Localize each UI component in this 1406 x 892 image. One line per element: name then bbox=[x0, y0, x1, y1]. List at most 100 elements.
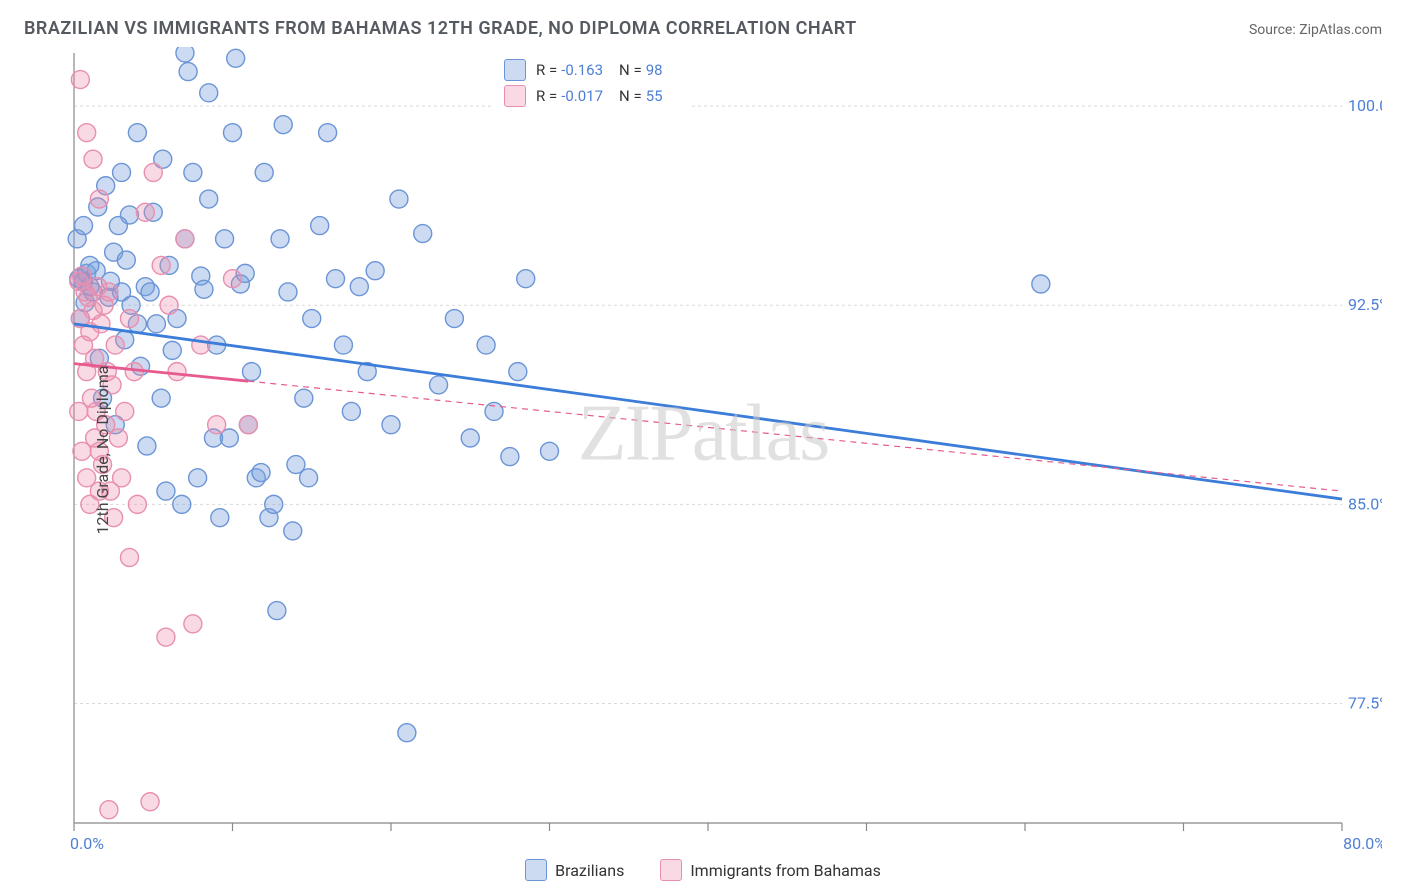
legend-swatch bbox=[525, 859, 547, 881]
scatter-point bbox=[398, 724, 416, 742]
scatter-point bbox=[120, 548, 138, 566]
scatter-point bbox=[152, 256, 170, 274]
scatter-point bbox=[195, 280, 213, 298]
scatter-point bbox=[216, 230, 234, 248]
scatter-point bbox=[176, 47, 194, 62]
scatter-point bbox=[184, 163, 202, 181]
scatter-point bbox=[509, 363, 527, 381]
scatter-point bbox=[224, 270, 242, 288]
legend-swatch bbox=[504, 59, 526, 81]
scatter-point bbox=[224, 124, 242, 142]
scatter-point bbox=[176, 230, 194, 248]
scatter-point bbox=[163, 341, 181, 359]
scatter-point bbox=[138, 437, 156, 455]
scatter-point bbox=[100, 283, 118, 301]
scatter-point bbox=[75, 217, 93, 235]
x-axis-min-label: 0.0% bbox=[70, 834, 104, 853]
scatter-point bbox=[144, 163, 162, 181]
scatter-point bbox=[117, 251, 135, 269]
scatter-point bbox=[477, 336, 495, 354]
y-axis-label: 12th Grade, No Diploma bbox=[93, 366, 112, 535]
scatter-point bbox=[90, 190, 108, 208]
scatter-point bbox=[319, 124, 337, 142]
scatter-point bbox=[265, 495, 283, 513]
legend-swatch bbox=[504, 85, 526, 107]
scatter-point bbox=[157, 482, 175, 500]
scatter-point bbox=[78, 124, 96, 142]
scatter-point bbox=[73, 267, 91, 285]
y-tick-label: 100.0% bbox=[1348, 96, 1382, 115]
scatter-point bbox=[141, 793, 159, 811]
legend-stat-row: R =-0.163N =98 bbox=[504, 59, 679, 81]
scatter-point bbox=[271, 230, 289, 248]
chart-svg: 77.5%85.0%92.5%100.0%0.0%80.0% bbox=[24, 47, 1382, 853]
scatter-point bbox=[279, 283, 297, 301]
scatter-point bbox=[70, 402, 88, 420]
scatter-point bbox=[327, 270, 345, 288]
scatter-point bbox=[445, 310, 463, 328]
scatter-point bbox=[84, 150, 102, 168]
legend-stat-row: R =-0.017N =55 bbox=[504, 85, 679, 107]
scatter-point bbox=[1032, 275, 1050, 293]
chart-title: BRAZILIAN VS IMMIGRANTS FROM BAHAMAS 12T… bbox=[24, 18, 857, 39]
scatter-point bbox=[255, 163, 273, 181]
series-legend: Brazilians Immigrants from Bahamas bbox=[0, 859, 1406, 881]
source-label: Source: bbox=[1249, 22, 1296, 38]
legend-swatch bbox=[660, 859, 682, 881]
scatter-point bbox=[211, 509, 229, 527]
scatter-point bbox=[414, 225, 432, 243]
scatter-point bbox=[71, 71, 89, 89]
scatter-point bbox=[284, 522, 302, 540]
scatter-point bbox=[239, 416, 257, 434]
scatter-point bbox=[517, 270, 535, 288]
scatter-point bbox=[120, 310, 138, 328]
scatter-point bbox=[152, 389, 170, 407]
y-tick-label: 85.0% bbox=[1348, 494, 1382, 513]
legend-stats-text: R =-0.017N =55 bbox=[536, 87, 679, 105]
scatter-point bbox=[92, 315, 110, 333]
scatter-point bbox=[295, 389, 313, 407]
scatter-point bbox=[268, 602, 286, 620]
scatter-point bbox=[350, 278, 368, 296]
scatter-point bbox=[128, 495, 146, 513]
scatter-point bbox=[168, 363, 186, 381]
series-legend-item: Brazilians bbox=[525, 859, 624, 881]
scatter-point bbox=[184, 615, 202, 633]
scatter-point bbox=[192, 336, 210, 354]
chart-area: 12th Grade, No Diploma ZIPatlas 77.5%85.… bbox=[24, 47, 1382, 853]
scatter-point bbox=[252, 464, 270, 482]
scatter-point bbox=[200, 190, 218, 208]
scatter-point bbox=[390, 190, 408, 208]
legend-stats-text: R =-0.163N =98 bbox=[536, 61, 679, 79]
series-legend-label: Brazilians bbox=[555, 861, 624, 880]
scatter-point bbox=[461, 429, 479, 447]
scatter-point bbox=[189, 469, 207, 487]
scatter-point bbox=[342, 402, 360, 420]
scatter-point bbox=[501, 448, 519, 466]
scatter-point bbox=[179, 63, 197, 81]
scatter-point bbox=[173, 495, 191, 513]
scatter-point bbox=[541, 442, 559, 460]
scatter-point bbox=[128, 124, 146, 142]
scatter-point bbox=[147, 315, 165, 333]
source-attribution: Source: ZipAtlas.com bbox=[1249, 22, 1382, 38]
scatter-point bbox=[109, 429, 127, 447]
scatter-point bbox=[243, 363, 261, 381]
correlation-legend: R =-0.163N =98 R =-0.017N =55 bbox=[494, 55, 689, 111]
scatter-point bbox=[274, 116, 292, 134]
series-legend-item: Immigrants from Bahamas bbox=[660, 859, 881, 881]
scatter-point bbox=[334, 336, 352, 354]
trend-line-extrapolated bbox=[248, 381, 1342, 491]
scatter-point bbox=[208, 416, 226, 434]
scatter-point bbox=[430, 376, 448, 394]
scatter-point bbox=[200, 84, 218, 102]
scatter-point bbox=[113, 163, 131, 181]
scatter-point bbox=[141, 283, 159, 301]
scatter-point bbox=[227, 49, 245, 67]
scatter-point bbox=[303, 310, 321, 328]
scatter-point bbox=[109, 217, 127, 235]
y-tick-label: 92.5% bbox=[1348, 295, 1382, 314]
scatter-point bbox=[100, 801, 118, 819]
source-name: ZipAtlas.com bbox=[1299, 22, 1382, 38]
scatter-point bbox=[116, 402, 134, 420]
